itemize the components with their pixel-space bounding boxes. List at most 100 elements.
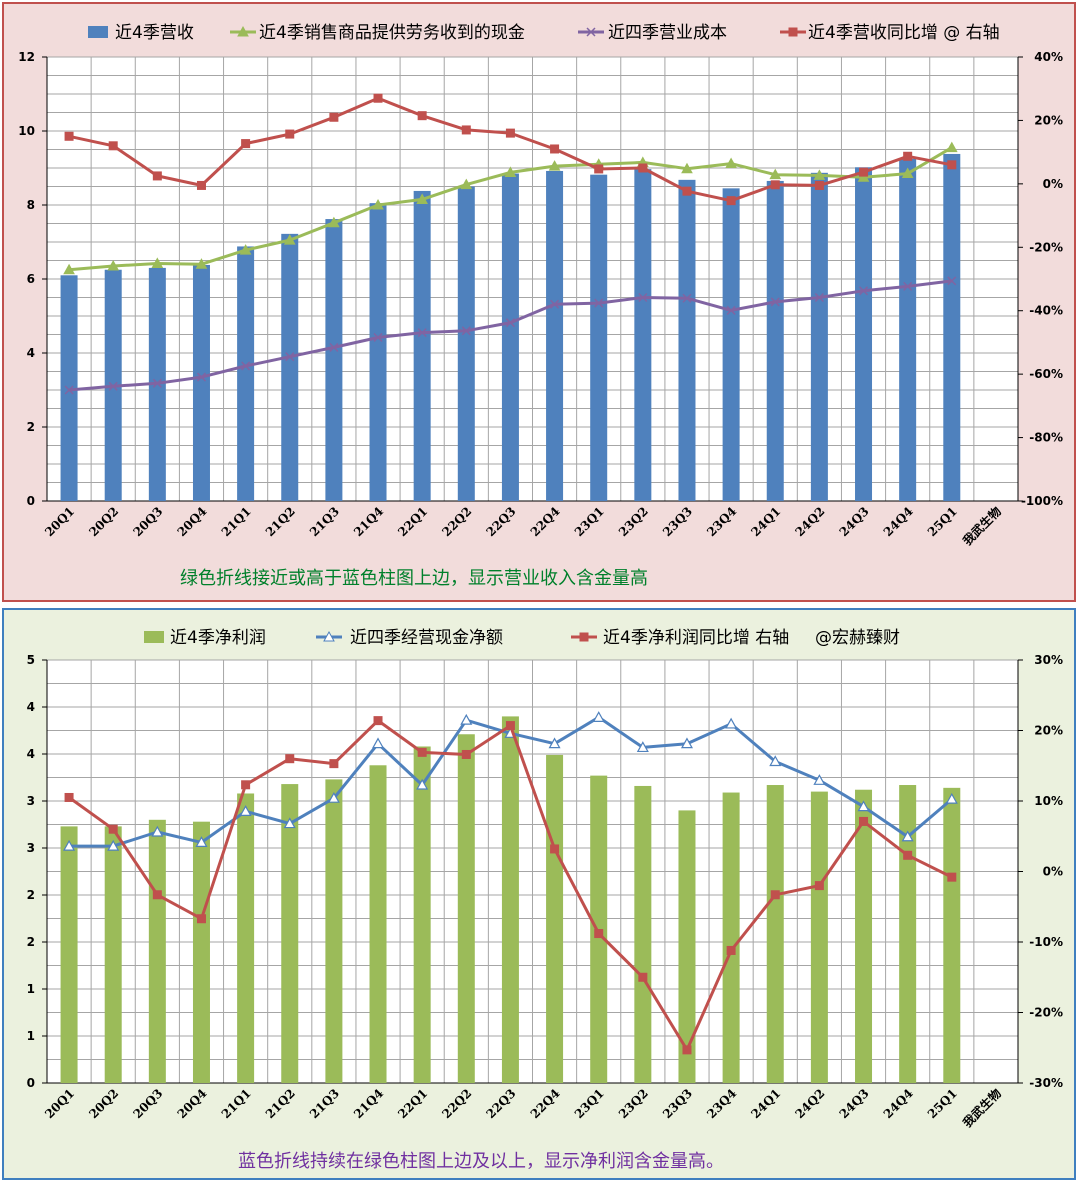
right-tick-label: -30% — [1029, 1076, 1063, 1090]
bar — [369, 203, 387, 501]
triangle-marker — [945, 141, 958, 153]
triangle-marker — [636, 741, 649, 753]
bar — [325, 779, 343, 1083]
square-marker — [638, 972, 648, 982]
left-tick-label: 3 — [27, 841, 35, 855]
left-tick-label: 6 — [27, 272, 35, 286]
x-marker — [770, 297, 780, 307]
bar — [192, 821, 210, 1083]
x-tick-label: 20Q3 — [130, 504, 165, 539]
x-tick-label: 我武生物 — [959, 504, 1004, 549]
square-marker — [814, 881, 824, 891]
x-tick-label: 20Q2 — [86, 504, 121, 539]
square-marker — [947, 872, 957, 882]
bar — [899, 158, 917, 501]
square-marker — [285, 129, 295, 139]
triangle-marker — [151, 257, 164, 268]
square-marker — [550, 144, 560, 154]
square-marker — [594, 929, 604, 939]
right-tick-label: 0% — [1043, 177, 1063, 191]
triangle-marker — [857, 171, 870, 182]
x-tick-label: 21Q2 — [263, 1086, 298, 1121]
triangle-marker — [725, 717, 738, 729]
triangle-marker — [107, 839, 120, 851]
x-marker — [285, 352, 295, 362]
x-marker — [903, 281, 913, 291]
bar — [810, 172, 828, 501]
x-tick-label: 20Q2 — [86, 1086, 121, 1121]
triangle-marker — [945, 792, 958, 804]
left-tick-label: 0 — [27, 1076, 35, 1090]
bar — [634, 785, 652, 1083]
right-tick-label: 30% — [1034, 653, 1063, 667]
bar — [855, 789, 873, 1083]
triangle-marker — [107, 260, 120, 271]
x-marker — [329, 342, 339, 352]
x-tick-label: 23Q4 — [704, 1086, 739, 1121]
x-tick-label: 21Q4 — [351, 504, 386, 539]
triangle-marker — [460, 178, 473, 190]
watermark-label: @宏赫臻财 — [815, 628, 900, 648]
triangle-marker — [323, 630, 335, 642]
x-marker — [858, 286, 869, 296]
bar — [855, 167, 873, 501]
square-marker — [461, 125, 471, 135]
square-marker — [770, 180, 780, 190]
square-marker — [373, 716, 383, 726]
x-tick-label: 20Q3 — [130, 1086, 165, 1121]
triangle-marker — [195, 258, 208, 269]
x-tick-label: 23Q1 — [572, 504, 607, 539]
bar — [766, 180, 784, 501]
square-marker — [329, 759, 339, 769]
triangle-marker — [901, 167, 914, 179]
bar — [501, 173, 519, 502]
square-marker — [108, 824, 118, 834]
x-tick-label: 24Q4 — [881, 504, 916, 539]
x-tick-label: 24Q2 — [792, 504, 827, 539]
x-tick-label: 22Q4 — [528, 1086, 563, 1121]
square-marker — [108, 141, 118, 151]
legend: 近4季营收 近4季销售商品提供劳务收到的现金 近四季营业成本 近4季营收同比增 @ 右… — [88, 23, 1000, 43]
bar — [192, 264, 210, 501]
triangle-marker — [769, 755, 782, 767]
left-tick-label: 4 — [27, 700, 35, 714]
x-tick-label: 22Q1 — [395, 504, 430, 539]
right-tick-label: 20% — [1034, 724, 1063, 738]
x-tick-label: 23Q2 — [616, 1086, 651, 1121]
triangle-marker — [237, 25, 249, 37]
x-tick-label: 22Q2 — [439, 504, 474, 539]
square-marker — [788, 27, 798, 37]
line-series — [64, 716, 957, 1055]
bar-series — [60, 716, 961, 1083]
bar — [810, 791, 828, 1083]
square-marker — [505, 128, 515, 138]
bar — [457, 734, 475, 1083]
triangle-marker — [372, 198, 384, 210]
x-tick-label: 21Q3 — [307, 1086, 342, 1121]
x-tick-label: 21Q4 — [351, 1086, 386, 1121]
triangle-marker — [813, 169, 826, 180]
legend-swatch — [144, 631, 164, 643]
bar — [60, 275, 78, 501]
left-tick-label: 4 — [27, 747, 35, 761]
triangle-marker — [548, 737, 561, 749]
bar — [678, 810, 696, 1083]
bar-series — [60, 153, 961, 502]
square-marker — [682, 1045, 692, 1055]
x-tick-label: 23Q4 — [704, 504, 739, 539]
x-tick-label: 21Q1 — [219, 1086, 254, 1121]
square-marker — [417, 111, 427, 121]
bar — [590, 174, 608, 501]
left-tick-label: 4 — [27, 346, 35, 360]
bar — [766, 785, 784, 1083]
x-tick-label: 20Q1 — [42, 504, 77, 539]
x-tick-label: 22Q4 — [528, 504, 563, 539]
x-tick-label: 21Q3 — [307, 504, 342, 539]
left-tick-label: 1 — [27, 1029, 35, 1043]
legend: 近4季净利润 近四季经营现金净额 近4季净利润同比增 右轴 @宏赫臻财 — [144, 628, 900, 648]
legend-label: 近4季净利润同比增 右轴 — [603, 628, 789, 648]
x-marker — [373, 332, 383, 342]
bar — [722, 792, 740, 1083]
x-marker — [241, 361, 251, 371]
x-tick-label: 21Q2 — [263, 504, 298, 539]
